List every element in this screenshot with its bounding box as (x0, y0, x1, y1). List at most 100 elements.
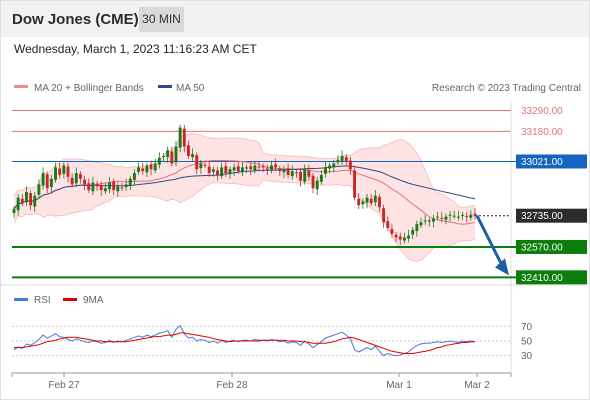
candle-body (12, 209, 16, 213)
candle-body (157, 157, 161, 165)
candle-body (378, 196, 381, 208)
candle-body (382, 208, 386, 223)
candle-body (386, 221, 390, 229)
candle-body (328, 165, 332, 169)
candle-body (398, 236, 402, 240)
level-tag-label-pivot: 33021.00 (521, 157, 563, 168)
candle-body (432, 218, 435, 222)
candle-body (66, 166, 70, 177)
bollinger-lower-line (13, 179, 476, 262)
candle-body (228, 169, 232, 175)
forecast-arrow-head (495, 258, 509, 276)
candle-body (419, 222, 423, 226)
candle-body (319, 174, 323, 182)
rsi-ma-legend-swatch (63, 298, 77, 301)
candle-body (120, 187, 124, 189)
candle-body (290, 171, 294, 177)
candle-body (186, 145, 190, 156)
candle-body (124, 184, 128, 188)
level-tag-bg-pivot (516, 154, 587, 169)
candle-body (236, 166, 240, 172)
candle-body (220, 167, 224, 177)
candle-body (444, 216, 448, 220)
candle-body (128, 178, 132, 186)
candle-body (199, 163, 203, 169)
level-tag-label-support: 32570.00 (521, 242, 563, 253)
credit-label: Research © 2023 Trading Central (432, 83, 581, 94)
level-tag-bg-support (516, 270, 587, 285)
candle-body (211, 169, 215, 172)
candle-body (182, 128, 186, 147)
bollinger-bands (13, 132, 476, 262)
moving-averages (13, 159, 476, 225)
candle-body (116, 186, 120, 192)
candle-body (132, 173, 136, 180)
time-tick-label: Feb 28 (216, 380, 248, 391)
candle-body (141, 168, 145, 172)
instrument-title: Dow Jones (CME) (12, 11, 139, 28)
candle-body (78, 174, 82, 179)
header-bar: Dow Jones (CME) 30 MIN (1, 1, 589, 37)
level-tag-label-resistance: 33180.00 (521, 127, 563, 138)
candle-body (174, 146, 178, 163)
candle-body (394, 234, 398, 238)
candle-body (282, 169, 286, 173)
candle-body (33, 195, 37, 207)
candle-body (16, 197, 20, 211)
candle-body (253, 165, 257, 171)
rsi-legend-swatch (14, 298, 28, 301)
candle-body (303, 169, 307, 182)
candle-body (137, 167, 141, 172)
candle-body (315, 180, 319, 190)
candle-body (357, 198, 361, 206)
candle-body (153, 163, 157, 171)
candle-body (365, 197, 369, 203)
candle-body (261, 166, 265, 168)
time-tick-label: Feb 27 (48, 380, 80, 391)
candle-body (166, 150, 170, 158)
candle-body (299, 171, 303, 181)
candle-body (216, 170, 219, 175)
candle-body (278, 168, 282, 172)
candle-body (249, 166, 253, 170)
rsi-line (13, 324, 476, 357)
candle-body (29, 193, 33, 206)
rsi-tick-label: 30 (521, 351, 533, 362)
candle-body (162, 155, 165, 157)
candle-body (70, 177, 74, 185)
candle-body (74, 173, 78, 184)
candle-body (469, 214, 473, 218)
candle-body (207, 166, 211, 174)
rsi-ma-line (14, 332, 475, 354)
candle-body (415, 224, 419, 232)
bollinger-upper-line (13, 132, 476, 209)
candle-body (344, 157, 348, 162)
candle-body (402, 237, 406, 241)
candle-body (427, 220, 431, 222)
timeframe-badge[interactable]: 30 MIN (139, 7, 184, 32)
rsi-tick-label: 70 (521, 322, 533, 333)
time-tick-label: Mar 1 (386, 380, 412, 391)
candle-body (37, 184, 41, 195)
candle-body (170, 151, 174, 164)
candle-body (257, 166, 261, 168)
candle-body (191, 154, 195, 158)
ma50-legend-label: MA 50 (176, 83, 205, 94)
forecast-arrow-shaft (475, 215, 504, 266)
candle-body (324, 167, 327, 174)
candle-body (99, 185, 103, 191)
bb-legend-swatch (14, 85, 28, 88)
candle-body (245, 167, 249, 169)
candle-body (353, 170, 357, 198)
candle-body (49, 178, 53, 188)
candle-body (103, 188, 107, 192)
axes: Feb 27 Feb 28 Mar 1 Mar 2 (11, 373, 512, 391)
candle-body (348, 160, 352, 170)
candle-body (203, 164, 207, 166)
bb-legend-label: MA 20 + Bollinger Bands (34, 83, 144, 94)
candle-body (274, 164, 278, 168)
candle-body (265, 168, 269, 170)
level-tag-bg-support (516, 239, 587, 254)
